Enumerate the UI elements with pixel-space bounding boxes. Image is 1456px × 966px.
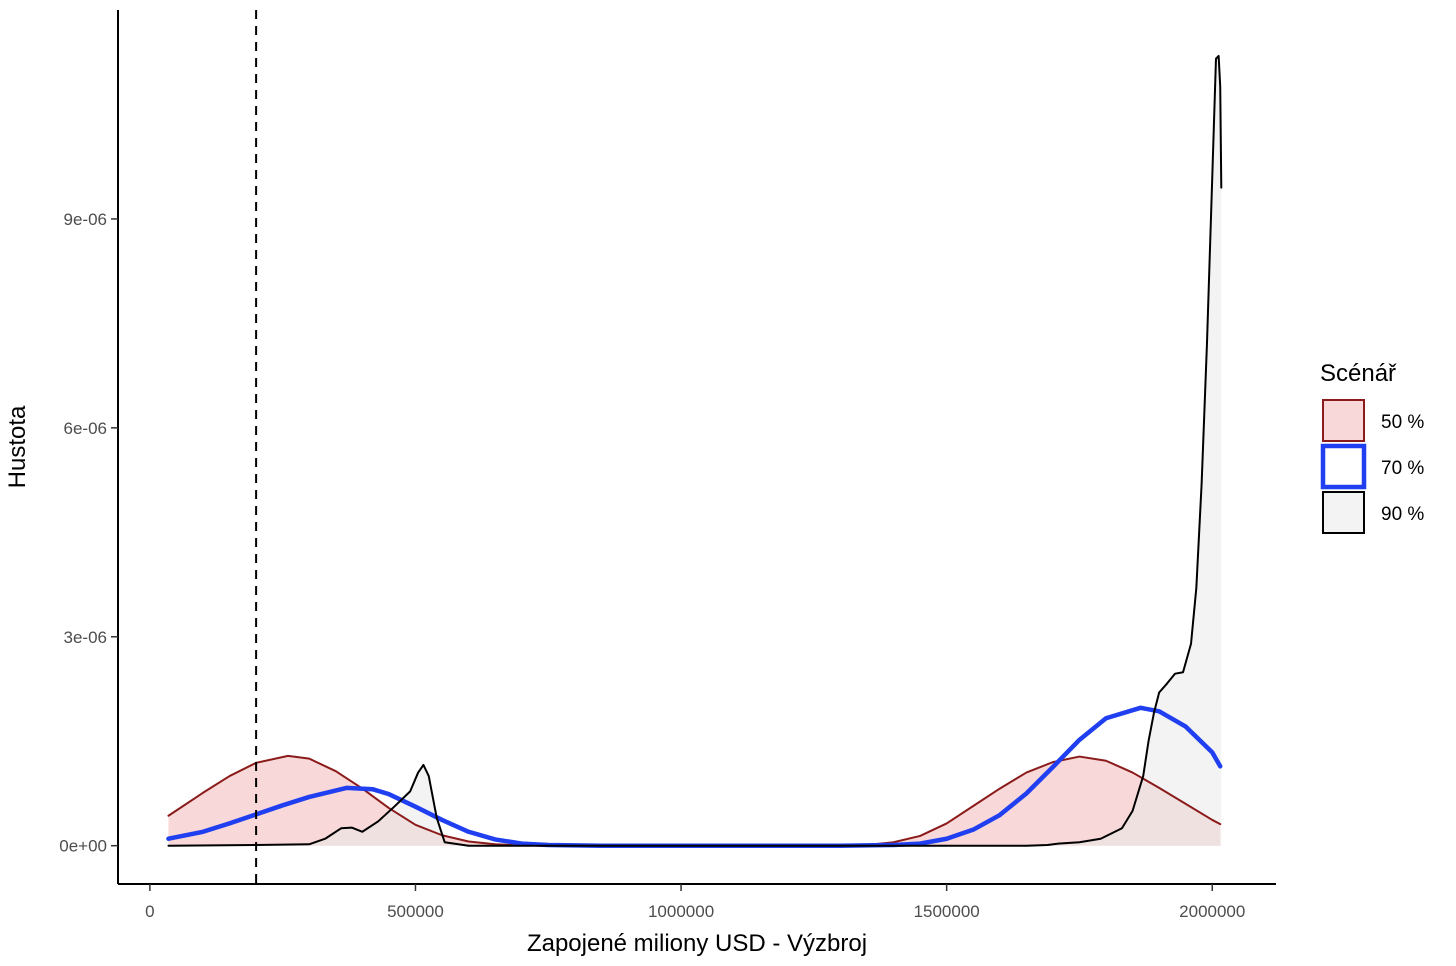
x-tick-label: 1000000	[648, 902, 714, 921]
y-axis-title: Hustota	[4, 405, 31, 488]
density-areas	[168, 55, 1222, 846]
legend-key-1	[1322, 399, 1365, 442]
legend: Scénář 50 % 70 % 90 %	[1320, 360, 1424, 534]
legend-entries: 50 % 70 % 90 %	[1320, 399, 1424, 534]
y-tick-label: 0e+00	[59, 837, 107, 856]
legend-title: Scénář	[1320, 360, 1397, 387]
x-tick-label: 1500000	[914, 902, 980, 921]
density-lines	[166, 54, 1223, 848]
legend-label-3: 90 %	[1381, 504, 1424, 525]
series-area-1	[168, 755, 1221, 846]
x-tick-label: 500000	[387, 902, 444, 921]
legend-key-3	[1322, 491, 1365, 534]
x-tick-label: 0	[145, 902, 154, 921]
y-axis-ticks: 0e+00 3e-06 6e-06 9e-06	[59, 210, 118, 856]
y-tick-label: 9e-06	[64, 210, 107, 229]
legend-label-1: 50 %	[1381, 412, 1424, 433]
x-axis-title: Zapojené miliony USD - Výzbroj	[527, 930, 867, 957]
y-tick-label: 6e-06	[64, 419, 107, 438]
y-tick-label: 3e-06	[64, 628, 107, 647]
series-area-3	[168, 55, 1222, 846]
legend-label-2: 70 %	[1381, 458, 1424, 479]
x-axis-ticks: 0 500000 1000000 1500000 2000000	[145, 884, 1245, 921]
legend-key-2	[1320, 443, 1367, 490]
series-line-3	[167, 54, 1223, 847]
x-tick-label: 2000000	[1179, 902, 1245, 921]
